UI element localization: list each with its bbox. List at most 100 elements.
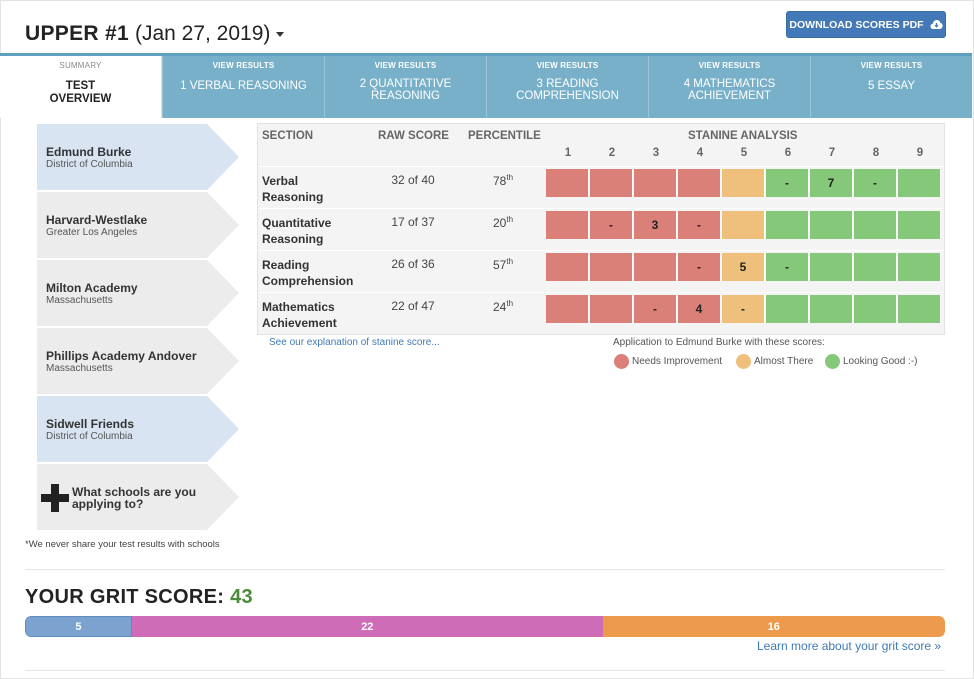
section-name-line1: Verbal [262,174,299,188]
stanine-cell: 5 [722,253,765,281]
red-dot-icon [614,354,629,369]
percentile-suffix: th [506,257,514,266]
legend-title: Application to Edmund Burke with these s… [613,337,825,348]
legend-label: Needs Improvement [632,356,723,367]
stanine-cell: - [678,253,721,281]
tab-test-overview[interactable]: SUMMARY TEST OVERVIEW [0,56,162,118]
stanine-cell [854,295,897,323]
stanine-cell: 7 [810,169,853,197]
stanine-cell [898,295,941,323]
stanine-cell [590,169,633,197]
divider [25,670,945,671]
stanine-cell [590,295,633,323]
stanine-cell: - [678,211,721,239]
caret-down-icon[interactable] [276,31,285,37]
legend-needs-improvement: Needs Improvement [614,354,722,369]
school-name: Phillips Academy Andover [46,349,197,363]
learn-more-grit-link[interactable]: Learn more about your grit score » [757,639,942,653]
stanine-cell [546,169,589,197]
section-name-line1: Reading [262,258,310,272]
tab-label-line1: 1 VERBAL REASONING [180,80,307,92]
section-name-line1: Quantitative [262,216,332,230]
stanine-explanation-link[interactable]: See our explanation of stanine score... [269,337,440,348]
stanine-cell [546,211,589,239]
school-item-milton-academy[interactable]: Milton Academy Massachusetts [37,260,239,326]
section-name-line2: Reasoning [262,190,324,204]
results-table: SECTION RAW SCORE PERCENTILE STANINE ANA… [257,123,945,335]
table-row-verbal-reasoning: Verbal Reasoning 32 of 40 78th -7- [258,166,944,208]
section-name-line1: Mathematics [262,300,335,314]
percentile-value: 57 [492,258,507,272]
stanine-cell [854,253,897,281]
test-name: UPPER #1 [25,22,129,45]
stanine-cell: 4 [678,295,721,323]
tab-small-label: VIEW RESULTS [212,61,275,70]
tab-reading-comprehension[interactable]: VIEW RESULTS 3 READING COMPREHENSION [486,56,648,118]
legend-label: Looking Good :-) [843,356,918,367]
school-item-harvard-westlake[interactable]: Harvard-Westlake Greater Los Angeles [37,192,239,258]
tab-mathematics-achievement[interactable]: VIEW RESULTS 4 MATHEMATICS ACHIEVEMENT [648,56,810,118]
percentile-suffix: th [506,173,514,182]
school-item-background [37,124,239,190]
row-raw-score: 22 of 47 [391,299,435,313]
stanine-cell [634,169,677,197]
stanine-cell [546,295,589,323]
school-item-phillips-academy-andover[interactable]: Phillips Academy Andover Massachusetts [37,328,239,394]
cloud-download-icon [930,20,943,29]
green-dot-icon [825,354,840,369]
tab-label-line1: 2 QUANTITATIVE [359,78,452,90]
stanine-cell [546,253,589,281]
tab-small-label: VIEW RESULTS [698,61,761,70]
school-item-sidwell-friends[interactable]: Sidwell Friends District of Columbia [37,396,239,462]
school-location: District of Columbia [46,159,133,170]
tab-label-line2: COMPREHENSION [516,90,619,102]
tab-verbal-reasoning[interactable]: VIEW RESULTS 1 VERBAL REASONING [162,56,324,118]
school-item-edmund-burke[interactable]: Edmund Burke District of Columbia [37,124,239,190]
section-name-line2: Reasoning [262,232,324,246]
plus-icon [41,484,69,512]
stanine-number: 1 [564,147,572,159]
stanine-number: 5 [740,147,748,159]
tab-label-line1: 4 MATHEMATICS [683,78,776,90]
stanine-cell [678,169,721,197]
school-name: Edmund Burke [46,145,132,159]
tab-quantitative-reasoning[interactable]: VIEW RESULTS 2 QUANTITATIVE REASONING [324,56,486,118]
tab-label-line1: 3 READING [536,78,599,90]
percentile-suffix: th [506,215,514,224]
header-raw-score: RAW SCORE [378,130,449,142]
school-location: District of Columbia [46,431,133,442]
stanine-cell [810,211,853,239]
stanine-cell: - [766,253,809,281]
school-name: Milton Academy [46,281,138,295]
divider [25,569,945,570]
stanine-cell: - [634,295,677,323]
test-date: (Jan 27, 2019) [134,22,271,45]
download-button-label: DOWNLOAD SCORES PDF [789,18,924,31]
grit-score-title: YOUR GRIT SCORE: 43 [25,586,253,609]
row-section-name: Mathematics Achievement [262,299,352,331]
tab-essay[interactable]: VIEW RESULTS 5 ESSAY [810,56,972,118]
tab-label-line1: TEST [65,80,96,92]
row-percentile: 20th [458,215,548,230]
tab-label-line1: 5 ESSAY [867,80,916,92]
header-section: SECTION [262,130,314,142]
school-name: Harvard-Westlake [46,213,148,227]
stanine-cell [810,253,853,281]
stanine-cell: - [854,169,897,197]
school-name: Sidwell Friends [46,417,135,431]
download-scores-pdf-button[interactable]: DOWNLOAD SCORES PDF [786,11,946,38]
row-section-name: Quantitative Reasoning [262,215,352,247]
school-location: Greater Los Angeles [46,227,138,238]
add-school-button[interactable]: What schools are you applying to? [37,464,239,530]
stanine-cell [854,211,897,239]
stanine-number: 3 [652,147,660,159]
stanine-cell [898,169,941,197]
school-item-background [37,192,239,258]
row-section-name: Verbal Reasoning [262,173,352,205]
row-raw-score: 26 of 36 [391,257,435,271]
page-title[interactable]: UPPER #1 (Jan 27, 2019) [25,22,285,46]
percentile-value: 78 [492,174,507,188]
grit-score-bar: 5 22 16 [25,616,945,637]
stanine-cell [898,211,941,239]
row-raw-score: 32 of 40 [391,173,435,187]
